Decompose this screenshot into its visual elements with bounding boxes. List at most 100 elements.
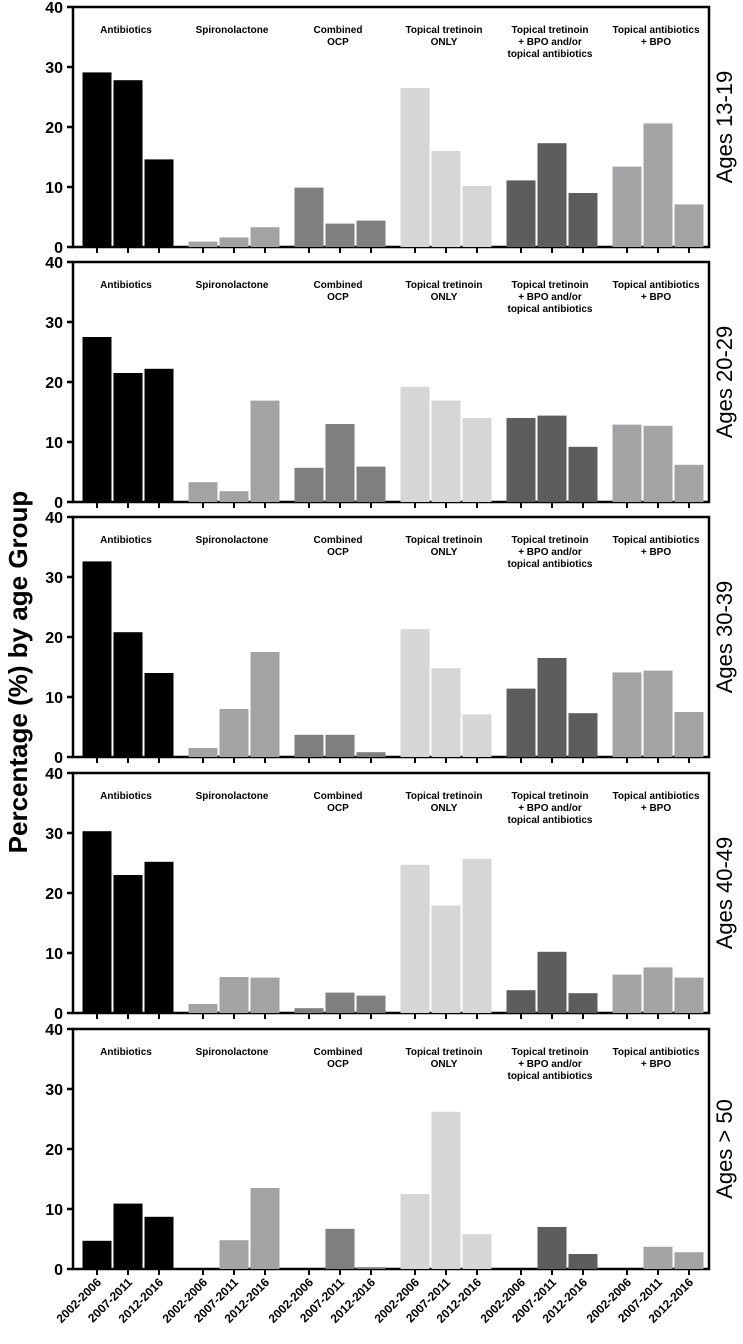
group-label: Spironolactone — [196, 25, 269, 36]
bar — [612, 672, 642, 757]
panel-4: 0 10 20 30 40 Ages 40-49 Antibiotics Spironolac… — [45, 766, 737, 1023]
y-tick-label: 30 — [45, 570, 63, 587]
group-label: + BPO — [641, 1059, 672, 1070]
group-label: Topical tretinoin — [405, 535, 482, 546]
bar — [356, 752, 386, 757]
bar — [506, 180, 536, 247]
bar — [431, 1111, 461, 1269]
bar — [250, 227, 280, 247]
bar — [643, 123, 673, 247]
y-tick-label: 0 — [54, 240, 63, 257]
bar — [356, 1267, 386, 1269]
group-label: Topical tretinoin — [511, 25, 588, 36]
bar — [219, 491, 249, 502]
group-label: topical antibiotics — [507, 49, 592, 60]
panel-5: 0 10 20 30 40 Ages > 50 Antibiotics Spironolact… — [45, 1022, 737, 1279]
bar — [294, 1008, 324, 1013]
group-label: OCP — [327, 803, 349, 814]
bar — [400, 386, 430, 502]
y-tick-label: 0 — [54, 495, 63, 512]
age-group-label: Ages 13-19 — [712, 71, 737, 184]
bar — [82, 1240, 112, 1269]
group-label: Combined — [314, 791, 363, 802]
y-tick-label: 30 — [45, 60, 63, 77]
bar — [612, 974, 642, 1013]
bar — [325, 992, 355, 1013]
bar — [674, 1252, 704, 1269]
group-label: + BPO — [641, 292, 672, 303]
group-label: Topical tretinoin — [511, 280, 588, 291]
y-tick-label: 30 — [45, 826, 63, 843]
y-tick-label: 30 — [45, 315, 63, 332]
bar — [250, 977, 280, 1013]
bar — [462, 1234, 492, 1269]
bar — [568, 446, 598, 502]
group-label: Antibiotics — [100, 535, 152, 546]
bar — [462, 185, 492, 247]
group-label: Topical tretinoin — [405, 791, 482, 802]
bar — [431, 151, 461, 247]
bar — [188, 1004, 218, 1013]
bar — [568, 713, 598, 757]
bar — [113, 80, 143, 247]
bar — [462, 714, 492, 757]
group-label: + BPO and/or — [518, 547, 582, 558]
group-label: topical antibiotics — [507, 1071, 592, 1082]
bar — [294, 467, 324, 502]
bar — [431, 905, 461, 1013]
group-label: Combined — [314, 25, 363, 36]
group-label: Topical antibiotics — [612, 280, 699, 291]
bar — [250, 652, 280, 757]
bar — [431, 668, 461, 757]
group-label: topical antibiotics — [507, 304, 592, 315]
bar — [400, 1194, 430, 1269]
bar — [612, 424, 642, 502]
group-label: Spironolactone — [196, 1047, 269, 1058]
bar — [325, 1228, 355, 1269]
group-label: Antibiotics — [100, 791, 152, 802]
group-label: ONLY — [431, 803, 458, 814]
group-label: Topical tretinoin — [405, 280, 482, 291]
group-label: Combined — [314, 535, 363, 546]
group-label: Combined — [314, 1047, 363, 1058]
bar — [462, 858, 492, 1013]
age-group-label: Ages 30-39 — [712, 581, 737, 694]
bar — [674, 204, 704, 247]
bar — [188, 482, 218, 502]
y-tick-label: 40 — [45, 1022, 63, 1039]
y-tick-label: 20 — [45, 886, 63, 903]
y-tick-label: 30 — [45, 1082, 63, 1099]
y-tick-label: 40 — [45, 0, 63, 17]
bar — [674, 977, 704, 1013]
bar — [144, 159, 174, 247]
age-group-label: Ages 20-29 — [712, 326, 737, 439]
group-label: Spironolactone — [196, 535, 269, 546]
bar — [506, 688, 536, 757]
bar — [188, 241, 218, 247]
group-label: Antibiotics — [100, 25, 152, 36]
y-tick-label: 0 — [54, 750, 63, 767]
bar — [219, 1240, 249, 1269]
group-label: ONLY — [431, 1059, 458, 1070]
bar — [113, 632, 143, 757]
bar — [537, 415, 567, 502]
group-label: Topical antibiotics — [612, 25, 699, 36]
y-tick-label: 40 — [45, 510, 63, 527]
group-label: ONLY — [431, 292, 458, 303]
bar — [144, 368, 174, 502]
y-axis-label: Percentage (%) by age Group — [3, 491, 33, 854]
y-tick-label: 20 — [45, 120, 63, 137]
group-label: + BPO and/or — [518, 1059, 582, 1070]
y-tick-label: 0 — [54, 1262, 63, 1279]
bar — [294, 734, 324, 757]
bar — [643, 967, 673, 1013]
bar — [462, 418, 492, 502]
bar — [113, 1203, 143, 1269]
bar — [219, 709, 249, 757]
group-label: + BPO and/or — [518, 37, 582, 48]
bar — [82, 561, 112, 757]
bar — [356, 220, 386, 247]
bar — [643, 670, 673, 757]
age-group-label: Ages 40-49 — [712, 837, 737, 950]
bar — [612, 166, 642, 247]
